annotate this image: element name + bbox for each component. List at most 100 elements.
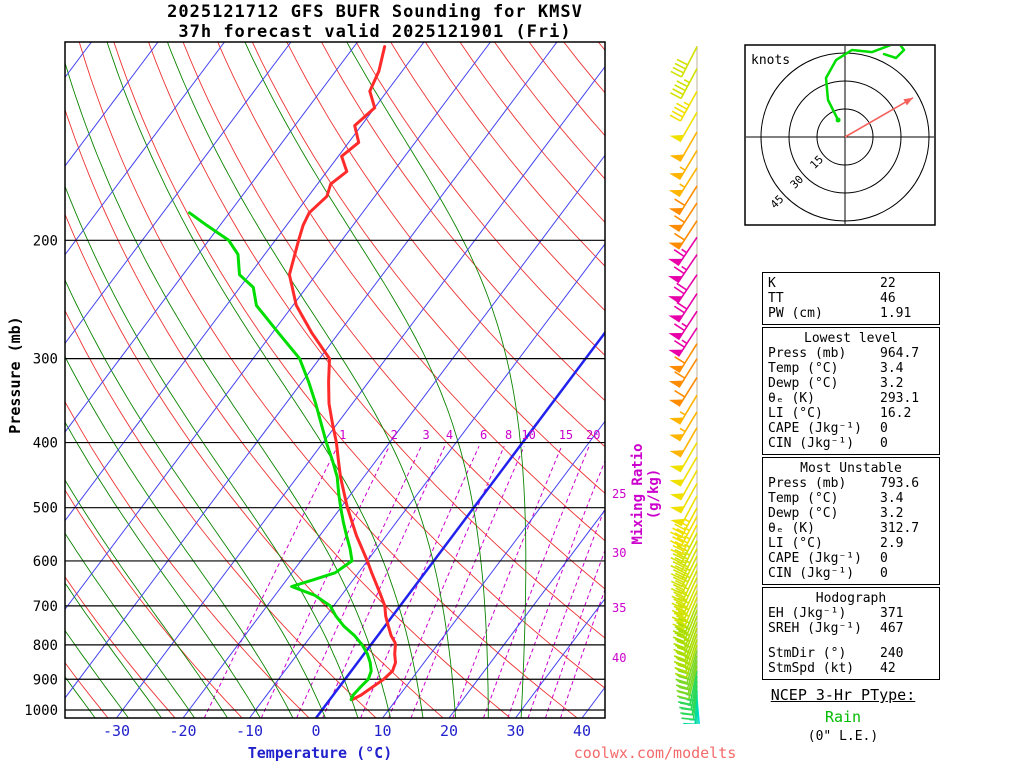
index-section-most-unstable: Most Unstable Press (mb) 793.6 Temp (°C) 3.4… — [762, 457, 940, 585]
svg-text:600: 600 — [33, 554, 58, 570]
index-row: Dewp (°C) 3.2 — [768, 506, 904, 521]
plot-border — [64, 41, 606, 719]
index-row: CAPE (Jkg⁻¹) 0 — [768, 551, 888, 566]
wind-barb — [684, 621, 698, 655]
wind-barb — [681, 570, 698, 602]
index-row: LI (°C) 2.9 — [768, 536, 904, 551]
sounding-curves — [188, 45, 397, 702]
wind-barb — [682, 590, 698, 623]
wind-barb — [677, 202, 698, 232]
index-row: LI (°C) 16.2 — [768, 406, 912, 421]
wind-barb — [686, 650, 698, 684]
wind-barb — [678, 394, 698, 425]
ptype-block: NCEP 3-Hr PType: Rain (0" L.E.) — [745, 686, 941, 744]
wind-barb — [677, 293, 698, 323]
index-section-hodograph: Hodograph EH (Jkg⁻¹) 371 SREH (Jkg⁻¹) 467 Stm… — [762, 587, 940, 680]
chart-title-line2: 37h forecast valid 2025121901 (Fri) — [178, 22, 572, 42]
wind-barb — [680, 46, 698, 78]
index-summary-box: K 22 TT 46 PW (cm) 1.91 — [762, 272, 940, 325]
svg-text:0: 0 — [311, 722, 320, 740]
svg-text:-10: -10 — [236, 722, 263, 740]
index-row: CAPE (Jkg⁻¹) 0 — [768, 421, 888, 436]
svg-text:1: 1 — [339, 428, 346, 442]
svg-text:20: 20 — [586, 428, 600, 442]
wind-barb — [691, 680, 698, 715]
wind-barb — [683, 603, 698, 636]
index-row: PW (cm) 1.91 — [768, 306, 912, 321]
index-row: StmSpd (kt) 42 — [768, 661, 896, 676]
wind-barb — [687, 660, 698, 694]
section-title: Most Unstable — [800, 461, 902, 476]
svg-text:20: 20 — [440, 722, 458, 740]
wind-barb — [685, 639, 698, 672]
section-title: Hodograph — [815, 591, 887, 606]
ptype-liquid-equivalent: (0" L.E.) — [807, 729, 879, 744]
wind-barb — [684, 633, 698, 666]
wind-barb — [679, 482, 698, 514]
index-row — [768, 636, 934, 646]
hodograph-trace — [824, 46, 906, 122]
svg-text:900: 900 — [33, 672, 58, 688]
hodograph-border — [744, 44, 936, 226]
ptype-value: Rain — [824, 708, 862, 726]
wind-barb — [680, 515, 698, 547]
svg-text:300: 300 — [33, 352, 58, 368]
wind-barb — [681, 562, 698, 595]
hodograph-ring — [788, 80, 902, 194]
svg-text:-20: -20 — [169, 722, 196, 740]
index-row: CIN (Jkg⁻¹) 0 — [768, 436, 888, 451]
wind-barb — [690, 675, 698, 710]
wind-barb — [678, 411, 698, 442]
temperature-axis-label: Temperature (°C) — [247, 744, 393, 762]
hodograph-ring — [816, 108, 874, 166]
section-title: Lowest level — [804, 331, 898, 346]
svg-text:30: 30 — [612, 546, 626, 560]
temperature-curve — [287, 45, 397, 702]
wind-barb — [681, 548, 698, 580]
svg-text:30: 30 — [506, 722, 524, 740]
indices-panel: K 22 TT 46 PW (cm) 1.91 Lowest level Press (mb)… — [762, 272, 940, 682]
svg-text:3: 3 — [422, 428, 429, 442]
wind-barb — [680, 68, 698, 99]
wind-barb — [677, 327, 698, 357]
svg-text:-30: -30 — [103, 722, 130, 740]
wind-barb — [687, 665, 698, 700]
wind-barb — [677, 310, 698, 341]
svg-text:400: 400 — [33, 436, 58, 452]
wind-barb — [680, 524, 698, 556]
wind-barb — [681, 555, 698, 587]
svg-text:800: 800 — [33, 638, 58, 654]
wind-barb — [682, 583, 698, 616]
wind-barb — [677, 220, 698, 250]
wind-barb — [680, 507, 698, 539]
axis-tick-labels: 200 300 400 500 600 700 800 900 1000 -30 -20 -10 0 10… — [24, 233, 591, 740]
hodograph-units-label: knots — [751, 53, 790, 68]
storm-motion-arrow — [844, 97, 914, 138]
wind-barb-column — [668, 46, 700, 724]
svg-text:1000: 1000 — [24, 703, 58, 719]
svg-text:8: 8 — [505, 428, 512, 442]
svg-text:10: 10 — [373, 722, 391, 740]
index-row: TT 46 — [768, 291, 896, 306]
index-row: CIN (Jkg⁻¹) 0 — [768, 566, 888, 581]
svg-text:40: 40 — [573, 722, 591, 740]
index-row: EH (Jkg⁻¹) 371 — [768, 606, 904, 621]
svg-text:25: 25 — [612, 487, 626, 501]
svg-text:15: 15 — [559, 428, 573, 442]
index-row: θₑ (K) 312.7 — [768, 521, 920, 536]
wind-barb — [681, 577, 698, 609]
wind-barb — [684, 627, 698, 661]
index-row: Temp (°C) 3.4 — [768, 361, 904, 376]
pressure-axis-label: Pressure (mb) — [6, 316, 24, 434]
index-section-lowest-level: Lowest level Press (mb) 964.7 Temp (°C) 3.4 D… — [762, 327, 940, 455]
wind-barb — [686, 655, 698, 689]
skewt-background-lines — [65, 42, 605, 718]
wind-barb — [689, 670, 698, 705]
svg-text:10: 10 — [521, 428, 535, 442]
index-row: Press (mb) 793.6 — [768, 476, 920, 491]
svg-text:35: 35 — [612, 601, 626, 615]
index-row: Temp (°C) 3.4 — [768, 491, 904, 506]
svg-text:500: 500 — [33, 501, 58, 517]
